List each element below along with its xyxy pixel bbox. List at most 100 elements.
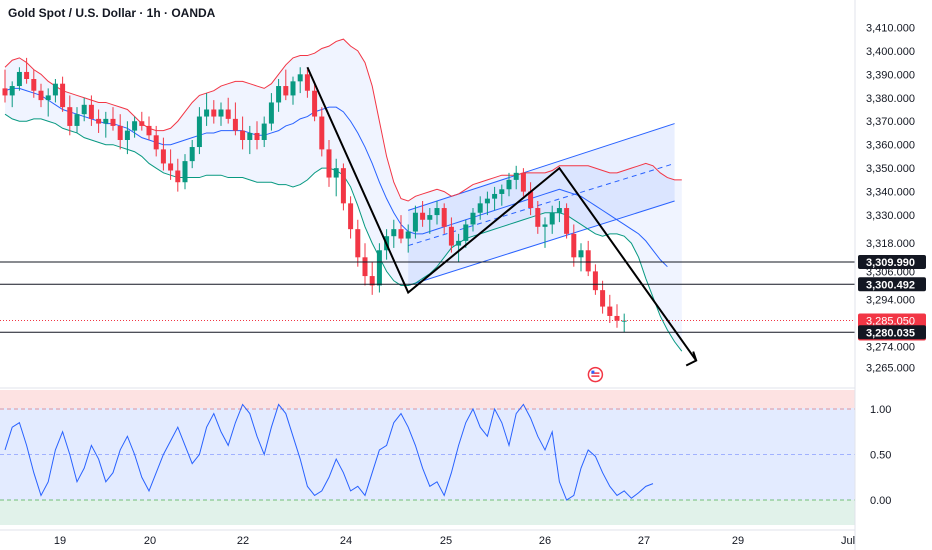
osc-mid-zone: [0, 408, 855, 500]
candle-body: [369, 276, 375, 286]
candle-body: [117, 125, 123, 140]
candle-body: [535, 208, 541, 227]
candle-body: [391, 229, 397, 237]
candle-body: [600, 290, 606, 307]
candle-body: [326, 149, 332, 178]
candle-body: [549, 212, 555, 225]
candle-body: [304, 74, 310, 91]
candle-body: [441, 208, 447, 227]
candle-body: [340, 168, 346, 204]
candle-body: [24, 71, 30, 79]
candle-body: [45, 95, 51, 101]
price-tick-label: 3,370.000: [866, 116, 915, 128]
time-tick-label: 25: [440, 535, 452, 547]
candle-body: [88, 104, 94, 119]
candle-body: [103, 118, 109, 124]
candle-body: [81, 104, 87, 115]
candle-body: [434, 208, 440, 216]
candle-body: [484, 198, 490, 204]
price-tick-label: 3,380.000: [866, 93, 915, 105]
time-tick-label: 19: [54, 535, 66, 547]
candle-body: [283, 86, 289, 96]
candle-body: [398, 229, 404, 239]
candle-body: [160, 149, 166, 164]
level-badge: [858, 255, 926, 270]
bollinger-band-fill: [5, 39, 682, 352]
candle-body: [405, 231, 411, 239]
candle-body: [38, 90, 44, 101]
price-tick-label: 3,318.000: [866, 238, 915, 250]
candle-body: [225, 109, 231, 119]
oscillator-line: [4, 403, 654, 501]
candle-body: [614, 315, 620, 321]
candle-body: [189, 147, 195, 162]
candle-body: [607, 306, 613, 316]
candle-body: [268, 102, 274, 124]
candle-body: [492, 193, 498, 199]
candle-body: [9, 86, 15, 96]
candle-body: [333, 168, 339, 178]
price-tick-label: 3,265.000: [866, 363, 915, 375]
candle-body: [506, 179, 512, 190]
level-badge-label: 3,300.492: [866, 279, 915, 291]
zigzag-arrow-head: [685, 351, 698, 367]
price-tick-label: 3,400.000: [866, 46, 915, 58]
candle-body: [319, 116, 325, 150]
osc-tick-label: 0.00: [870, 495, 891, 507]
candle-body: [196, 116, 202, 148]
candle-body: [16, 71, 22, 87]
price-tick-label: 3,360.000: [866, 140, 915, 152]
time-tick-label: 27: [638, 535, 650, 547]
price-tick-label: 3,390.000: [866, 69, 915, 81]
candle-body: [477, 203, 483, 213]
chart-title: Gold Spot / U.S. Dollar · 1h · OANDA: [8, 6, 216, 20]
candle-body: [348, 203, 354, 230]
time-tick-label: Jul: [841, 535, 855, 547]
candle-body: [571, 233, 577, 258]
channel-lower-line: [408, 200, 675, 286]
bollinger-upper-line: [4, 38, 682, 202]
candle-body: [528, 191, 534, 209]
level-badge-label: 3,280.035: [866, 327, 915, 339]
price-tick-label: 3,330.000: [866, 210, 915, 222]
price-tick-label: 3,410.000: [866, 22, 915, 34]
candle-body: [276, 86, 282, 103]
level-badge: [858, 277, 926, 292]
candle-body: [585, 250, 591, 272]
candle-body: [297, 74, 303, 82]
price-tick-label: 3,274.000: [866, 341, 915, 353]
price-tick-label: 3,350.000: [866, 163, 915, 175]
osc-tick-label: 0.50: [870, 450, 891, 462]
candle-body: [204, 109, 210, 117]
candle-body: [31, 79, 37, 91]
candle-body: [182, 161, 188, 183]
candle-body: [362, 257, 368, 277]
candle-body: [110, 118, 116, 126]
us-flag-icon: [587, 366, 604, 383]
candle-body: [427, 215, 433, 220]
us-flag-icon: [591, 370, 595, 374]
price-tick-label: 3,294.000: [866, 295, 915, 307]
candle-body: [146, 125, 152, 136]
candle-body: [247, 132, 253, 140]
candle-body: [153, 135, 159, 150]
candle-body: [60, 83, 66, 108]
time-tick-label: 22: [237, 535, 249, 547]
candle-body: [2, 88, 8, 96]
candle-body: [448, 226, 454, 246]
candle-body: [290, 81, 296, 96]
candle-body: [376, 250, 382, 286]
osc-tick-label: 1.00: [870, 404, 891, 416]
zigzag-path: [306, 66, 698, 362]
candle-body: [261, 123, 267, 140]
candle-body: [355, 229, 361, 258]
candle-body: [312, 90, 318, 117]
level-badge-label: 3,309.990: [866, 257, 915, 269]
candle-body: [564, 208, 570, 234]
candle-body: [254, 132, 260, 140]
candle-body: [168, 163, 174, 171]
candle-body: [67, 107, 73, 126]
candle-body: [232, 118, 238, 131]
candle-body: [74, 114, 80, 126]
